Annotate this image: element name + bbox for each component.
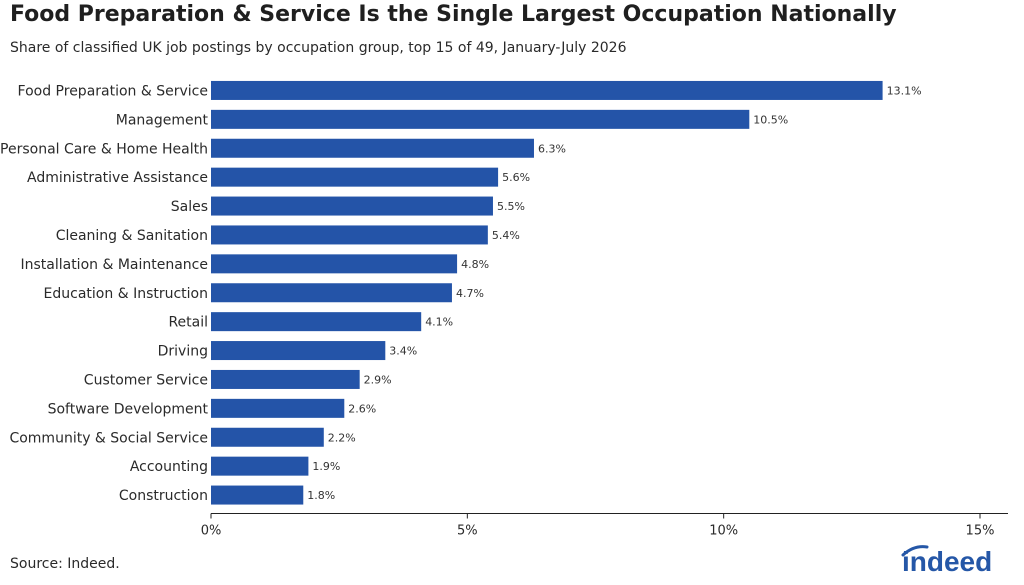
category-label: Accounting: [130, 459, 208, 475]
bar: [211, 196, 493, 216]
chart-subtitle: Share of classified UK job postings by o…: [10, 40, 627, 56]
x-tick-label: 5%: [457, 524, 478, 539]
value-label: 1.9%: [312, 460, 340, 473]
bar: [211, 283, 452, 303]
value-label: 6.3%: [538, 142, 566, 155]
value-label: 2.9%: [364, 373, 392, 386]
bar: [211, 225, 488, 245]
value-label: 10.5%: [753, 113, 788, 126]
x-tick-label: 15%: [966, 524, 995, 539]
bar: [211, 80, 883, 100]
category-label: Retail: [168, 315, 208, 331]
bar: [211, 167, 499, 187]
value-label: 5.6%: [502, 171, 530, 184]
chart-title: Food Preparation & Service Is the Single…: [10, 2, 897, 27]
bar: [211, 485, 304, 505]
bars-group: Food Preparation & Service 13.1% Managemen…: [0, 80, 922, 505]
bar: [211, 109, 750, 129]
bar-chart: Food Preparation & Service 13.1% Managemen…: [0, 80, 1008, 539]
category-label: Software Development: [48, 401, 209, 417]
category-label: Management: [116, 112, 209, 128]
category-label: Installation & Maintenance: [20, 257, 208, 273]
logo-text: indeed: [902, 546, 992, 577]
bar: [211, 138, 534, 158]
category-label: Personal Care & Home Health: [0, 141, 208, 157]
category-label: Community & Social Service: [9, 430, 208, 446]
bar: [211, 398, 345, 418]
category-label: Construction: [119, 488, 208, 504]
source-note: Source: Indeed.: [10, 556, 120, 572]
category-label: Customer Service: [84, 372, 208, 388]
category-label: Cleaning & Sanitation: [56, 228, 208, 244]
value-label: 5.5%: [497, 200, 525, 213]
x-axis: 0% 5% 10% 15%: [201, 513, 1008, 539]
bar: [211, 341, 386, 361]
value-label: 13.1%: [887, 84, 922, 97]
bar: [211, 369, 360, 389]
value-label: 4.8%: [461, 258, 489, 271]
x-tick-label: 10%: [709, 524, 738, 539]
category-label: Education & Instruction: [44, 286, 208, 302]
value-label: 2.6%: [348, 402, 376, 415]
value-label: 2.2%: [328, 431, 356, 444]
logo-arc: [901, 545, 929, 557]
bar: [211, 427, 324, 447]
bar: [211, 312, 422, 332]
indeed-logo: indeed: [901, 545, 992, 577]
value-label: 1.8%: [307, 489, 335, 502]
value-label: 5.4%: [492, 229, 520, 242]
value-label: 4.1%: [425, 316, 453, 329]
bar: [211, 254, 458, 274]
category-label: Sales: [171, 199, 208, 215]
category-label: Food Preparation & Service: [18, 83, 208, 99]
value-label: 3.4%: [389, 345, 417, 358]
x-tick-label: 0%: [201, 524, 222, 539]
category-label: Administrative Assistance: [27, 170, 208, 186]
value-label: 4.7%: [456, 287, 484, 300]
category-label: Driving: [158, 344, 208, 360]
bar: [211, 456, 309, 476]
